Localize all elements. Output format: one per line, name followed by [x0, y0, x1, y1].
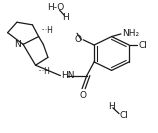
- Text: Cl: Cl: [138, 41, 147, 49]
- Text: ···H: ···H: [37, 66, 50, 76]
- Text: O: O: [75, 35, 82, 44]
- Text: ···H: ···H: [40, 26, 53, 35]
- Text: H: H: [62, 13, 68, 22]
- Text: H: H: [108, 102, 115, 111]
- Text: HN: HN: [61, 71, 75, 80]
- Text: O: O: [79, 91, 86, 100]
- Text: H-O: H-O: [47, 3, 64, 12]
- Text: NH₂: NH₂: [122, 29, 140, 38]
- Text: N: N: [14, 40, 21, 49]
- Text: Cl: Cl: [119, 111, 128, 120]
